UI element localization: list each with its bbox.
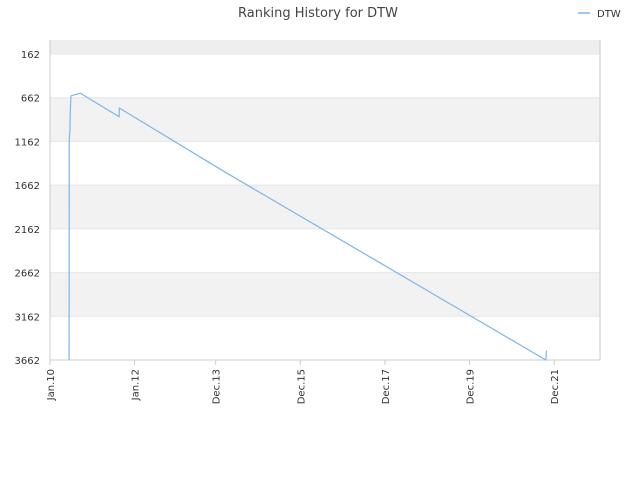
y-tick-label: 2662 — [15, 269, 40, 280]
grid-band — [50, 97, 600, 142]
grid-band — [50, 272, 600, 317]
y-tick-label: 662 — [21, 94, 40, 105]
legend[interactable]: DTW — [578, 9, 621, 20]
x-tick-label: Dec.19 — [466, 369, 477, 404]
series-line-dtw — [68, 92, 548, 361]
legend-label-dtw: DTW — [597, 9, 621, 20]
x-tick-label: Jan.10 — [46, 369, 57, 401]
x-tick-label: Dec.21 — [550, 369, 561, 404]
x-tick-label: Dec.17 — [381, 369, 392, 404]
grid-band — [50, 185, 600, 229]
chart-title: Ranking History for DTW — [238, 6, 398, 21]
y-tick-label: 1662 — [15, 181, 40, 192]
x-tick-label: Dec.13 — [212, 369, 223, 404]
y-tick-label: 2162 — [15, 225, 40, 236]
x-tick-label: Dec.15 — [296, 369, 307, 404]
plot-header-band — [50, 40, 600, 54]
y-tick-label: 3662 — [15, 356, 40, 367]
y-tick-label: 162 — [21, 50, 40, 61]
x-tick-label: Jan.12 — [131, 369, 142, 401]
plot-area: 162 662 1162 1662 2162 2662 3162 3662 Jan.10 Jan.… — [15, 40, 601, 404]
y-tick-label: 1162 — [15, 137, 40, 148]
y-tick-label: 3162 — [15, 312, 40, 323]
